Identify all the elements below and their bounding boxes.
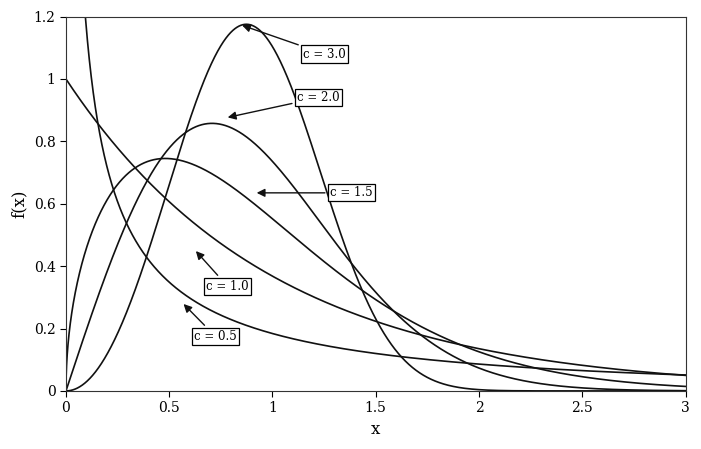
Text: c = 0.5: c = 0.5 [184,305,237,343]
Text: c = 1.0: c = 1.0 [197,252,249,293]
Text: c = 3.0: c = 3.0 [243,25,346,61]
X-axis label: x: x [371,421,381,438]
Y-axis label: f(x): f(x) [11,189,28,218]
Text: c = 1.5: c = 1.5 [258,186,373,199]
Text: c = 2.0: c = 2.0 [229,91,340,119]
